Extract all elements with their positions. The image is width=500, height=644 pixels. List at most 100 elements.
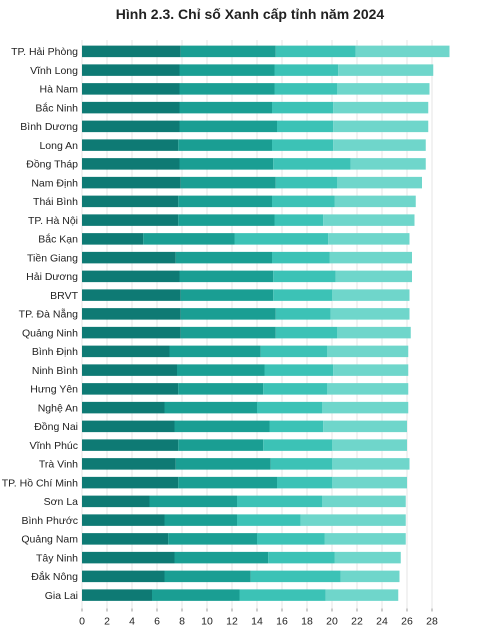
bar-segment-3 xyxy=(263,439,332,451)
bar-segment-2 xyxy=(174,551,269,564)
bar-segment-2 xyxy=(164,401,257,414)
category-label: Đắk Nông xyxy=(31,570,78,583)
category-label: Bình Phước xyxy=(21,515,78,527)
bar-segment-2 xyxy=(174,420,270,433)
bar-segment-2 xyxy=(179,64,275,76)
bar-segment-2 xyxy=(143,233,235,245)
x-tick-label: 2 xyxy=(104,616,110,628)
x-tick-label: 6 xyxy=(154,616,160,628)
bar-segment-2 xyxy=(179,158,274,170)
bar-segment-1 xyxy=(82,270,180,283)
bar-segment-2 xyxy=(178,195,272,208)
bar-segment-4 xyxy=(355,45,450,58)
x-tick-label: 10 xyxy=(201,616,213,628)
bar-segment-2 xyxy=(180,289,274,301)
bar-segment-2 xyxy=(180,45,276,58)
bar-segment-4 xyxy=(333,101,429,114)
x-tick-label: 28 xyxy=(426,616,438,628)
bar-segment-2 xyxy=(175,251,272,264)
bar-segment-1 xyxy=(82,139,179,151)
bar-segment-1 xyxy=(82,120,180,133)
bar-segment-4 xyxy=(327,345,409,358)
bar-segment-4 xyxy=(332,439,407,451)
bar-segment-2 xyxy=(164,514,237,526)
bar-segment-2 xyxy=(180,326,276,339)
category-label: Long An xyxy=(39,140,78,152)
bar-segment-2 xyxy=(178,214,275,226)
bar-segment-4 xyxy=(337,176,422,189)
category-label: Hưng Yên xyxy=(30,384,78,396)
category-label: Đồng Tháp xyxy=(26,159,78,171)
bar-segment-3 xyxy=(272,251,330,264)
category-label: Bình Dương xyxy=(20,121,78,133)
bar-segment-1 xyxy=(82,176,181,189)
bar-segment-4 xyxy=(323,420,407,433)
category-label: TP. Hà Nội xyxy=(28,215,78,227)
bar-segment-3 xyxy=(263,383,327,395)
bar-segment-1 xyxy=(82,476,179,489)
bar-segment-1 xyxy=(82,383,179,395)
category-label: Ninh Bình xyxy=(32,365,78,377)
category-label: TP. Hồ Chí Minh xyxy=(2,477,78,489)
bar-segment-4 xyxy=(335,270,412,283)
bar-segment-3 xyxy=(264,364,334,376)
bar-segment-2 xyxy=(177,364,265,376)
x-tick-label: 16 xyxy=(276,616,288,628)
x-tick-label: 18 xyxy=(301,616,313,628)
bar-segment-3 xyxy=(257,401,322,414)
bar-segment-3 xyxy=(272,139,334,151)
bar-segment-2 xyxy=(179,270,274,283)
bar-segment-3 xyxy=(273,270,336,283)
category-label: Quảng Nam xyxy=(21,534,78,546)
bar-segment-2 xyxy=(168,533,257,545)
bar-segment-4 xyxy=(324,533,406,545)
category-label: Vĩnh Long xyxy=(30,65,78,77)
bar-segment-2 xyxy=(179,120,277,133)
category-label: Bắc Kạn xyxy=(38,233,78,246)
x-tick-label: 12 xyxy=(226,616,238,628)
bar-segment-3 xyxy=(275,308,331,320)
bar-segment-4 xyxy=(350,158,426,170)
bar-segment-3 xyxy=(275,326,337,339)
category-label: Sơn La xyxy=(44,496,78,508)
bar-segment-4 xyxy=(329,251,412,264)
bar-segment-4 xyxy=(325,589,399,601)
bar-segment-3 xyxy=(277,120,334,133)
category-label: Trà Vinh xyxy=(39,459,78,471)
bar-segment-4 xyxy=(333,364,409,376)
bar-segment-1 xyxy=(82,214,179,226)
bar-segment-2 xyxy=(169,345,261,358)
bar-segment-1 xyxy=(82,45,181,58)
category-label: Tiền Giang xyxy=(27,252,78,264)
bar-segment-1 xyxy=(82,326,181,339)
bar-segment-1 xyxy=(82,401,165,414)
bar-segment-2 xyxy=(180,308,276,320)
bar-segment-2 xyxy=(178,476,277,489)
bar-segment-3 xyxy=(277,476,332,489)
category-label: Gia Lai xyxy=(45,590,78,602)
category-label: TP. Hải Phòng xyxy=(11,46,78,58)
bar-segment-4 xyxy=(332,476,407,489)
bar-segment-4 xyxy=(327,383,409,395)
bar-segment-3 xyxy=(272,195,335,208)
bar-segment-4 xyxy=(333,139,426,151)
bar-segment-4 xyxy=(337,326,411,339)
x-tick-label: 14 xyxy=(251,616,263,628)
category-label: Bắc Ninh xyxy=(35,101,78,114)
bar-segment-3 xyxy=(257,533,325,545)
bar-segment-3 xyxy=(237,495,322,508)
bar-segment-2 xyxy=(179,83,275,95)
bar-segment-2 xyxy=(178,383,264,395)
bar-segment-1 xyxy=(82,101,180,114)
bar-segment-1 xyxy=(82,570,165,583)
bar-segment-1 xyxy=(82,233,144,245)
bar-segment-1 xyxy=(82,533,169,545)
bar-segment-3 xyxy=(273,289,332,301)
category-label: Nam Định xyxy=(31,177,78,189)
bar-segment-3 xyxy=(260,345,327,358)
x-tick-label: 4 xyxy=(129,616,135,628)
bar-segment-3 xyxy=(237,514,301,526)
bar-segment-2 xyxy=(180,176,276,189)
